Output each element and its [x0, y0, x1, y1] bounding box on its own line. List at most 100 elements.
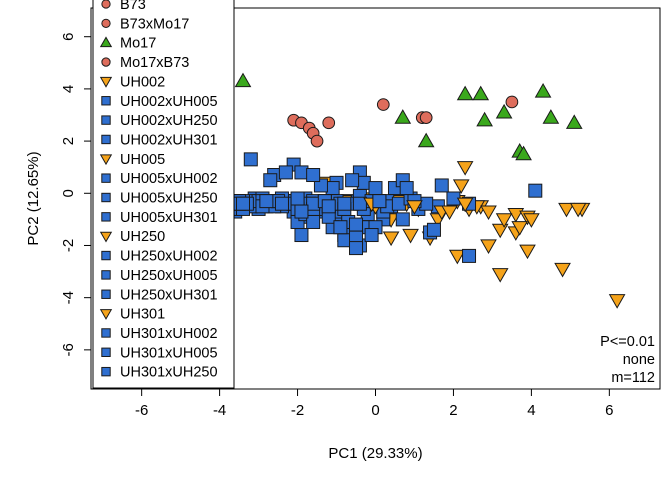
legend-marker — [101, 96, 111, 106]
legend-label: UH002 — [120, 74, 165, 90]
data-point — [542, 109, 560, 124]
data-point — [243, 152, 258, 167]
annotations: P<=0.01 none m=112 — [600, 334, 655, 386]
data-point — [480, 205, 497, 221]
data-point — [534, 83, 552, 98]
data-point — [278, 165, 293, 180]
legend-marker — [101, 212, 111, 222]
data-point — [608, 294, 626, 309]
data-point — [505, 95, 519, 109]
y-tick-label: 6 — [60, 33, 77, 41]
data-point — [322, 116, 336, 130]
data-point — [364, 228, 379, 243]
legend-label: UH005xUH002 — [120, 171, 218, 187]
legend-marker — [101, 173, 111, 183]
x-tick-label: -6 — [135, 402, 148, 419]
data-point — [394, 109, 412, 124]
data-point — [426, 222, 441, 237]
data-point — [382, 231, 400, 247]
data-point — [495, 103, 513, 119]
legend-label: UH005xUH250 — [120, 191, 218, 207]
legend-label: UH002xUH005 — [120, 94, 218, 110]
data-point — [294, 165, 309, 180]
data-point — [491, 223, 509, 239]
data-point — [558, 202, 575, 218]
data-point — [456, 197, 474, 213]
legend-label: B73 — [120, 0, 146, 13]
points-layer — [212, 72, 626, 309]
x-tick-label: 2 — [449, 402, 457, 419]
data-point — [523, 213, 540, 228]
data-point — [345, 173, 360, 188]
data-point — [337, 233, 352, 248]
data-point — [306, 168, 321, 183]
legend-label: UH250xUH301 — [120, 287, 218, 303]
data-point — [259, 194, 274, 209]
x-axis: -6 -4 -2 0 2 4 6 — [135, 389, 614, 419]
legend-label: UH301xUH250 — [120, 365, 218, 381]
data-point — [511, 221, 529, 236]
annotation-text: none — [623, 352, 655, 368]
legend-marker — [101, 134, 111, 145]
annotation-text: m=112 — [611, 370, 655, 386]
data-point — [352, 196, 367, 211]
legend-label: UH301xUH005 — [120, 345, 218, 361]
y-tick-label: 4 — [60, 85, 77, 93]
data-point — [569, 202, 587, 218]
data-point — [294, 228, 309, 243]
y-tick-label: -2 — [60, 239, 77, 252]
legend-marker — [99, 154, 113, 166]
data-point — [391, 196, 406, 211]
legend-label: Mo17xB73 — [120, 55, 189, 71]
data-point — [274, 196, 289, 211]
data-point — [368, 181, 383, 196]
data-point — [480, 239, 497, 254]
legend-marker — [101, 18, 111, 28]
data-point — [263, 173, 278, 188]
data-point — [294, 204, 309, 219]
legend-label: UH250xUH005 — [120, 268, 218, 284]
legend-label: B73xMo17 — [120, 16, 189, 32]
x-tick-label: 6 — [605, 402, 613, 419]
data-point — [395, 212, 410, 227]
y-tick-label: -6 — [60, 343, 77, 356]
data-point — [507, 208, 525, 223]
data-point — [554, 262, 571, 278]
legend-marker — [99, 231, 113, 243]
data-point — [234, 72, 252, 88]
legend-label: UH002xUH301 — [120, 132, 218, 148]
x-axis-label: PC1 (29.33%) — [328, 445, 422, 462]
data-point — [402, 228, 419, 244]
legend-marker — [101, 366, 111, 377]
legend-marker — [101, 270, 111, 280]
data-point — [476, 111, 493, 127]
data-point — [456, 85, 474, 101]
data-point — [519, 244, 536, 260]
data-point — [462, 248, 477, 263]
data-point — [349, 217, 364, 232]
legend-marker — [101, 289, 111, 299]
data-point — [419, 111, 433, 124]
data-point — [441, 205, 458, 221]
y-tick-label: 0 — [60, 189, 77, 197]
data-point — [399, 181, 414, 196]
y-axis: -6 -4 -2 0 2 4 6 — [60, 33, 91, 357]
legend-label: UH005 — [120, 152, 165, 168]
data-point — [491, 268, 509, 283]
x-tick-label: -4 — [213, 402, 226, 419]
x-tick-label: 0 — [371, 402, 379, 419]
data-point — [306, 196, 321, 211]
y-axis-label: PC2 (12.65%) — [25, 151, 42, 245]
data-point — [290, 191, 305, 206]
y-tick-label: -4 — [60, 291, 77, 304]
data-point — [321, 199, 336, 214]
data-point — [565, 114, 583, 129]
legend-marker — [101, 328, 111, 338]
legend-marker — [101, 250, 111, 261]
legend-marker — [101, 347, 111, 358]
legend-marker — [99, 309, 113, 320]
legend-marker — [99, 36, 113, 48]
x-tick-label: -2 — [291, 402, 304, 419]
legend-marker — [101, 57, 111, 67]
